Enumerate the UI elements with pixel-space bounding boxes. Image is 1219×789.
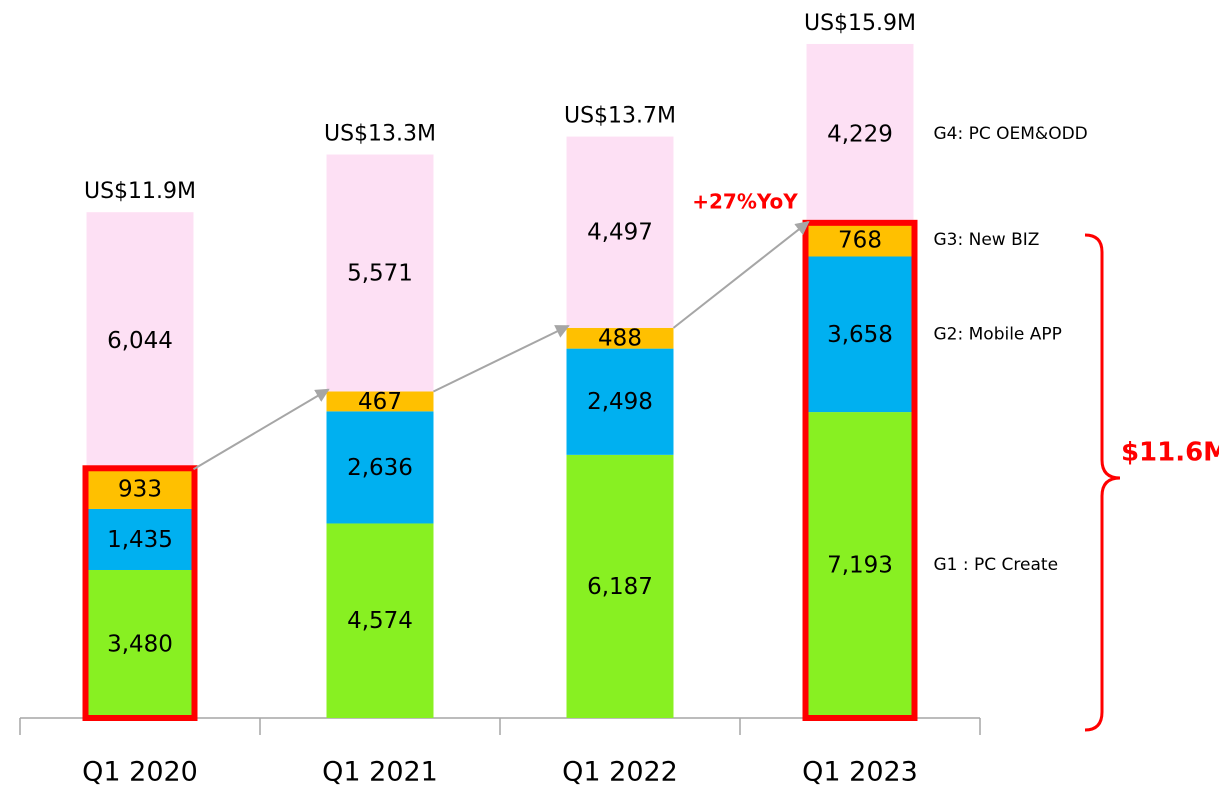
bar-segment: [326, 411, 434, 524]
bar-segment: [326, 391, 434, 412]
bar-segment: [806, 412, 914, 718]
data-label: 4,574: [347, 608, 413, 634]
bar-segment: [86, 569, 194, 718]
bar-segment: [86, 508, 194, 570]
x-tick-label: Q1 2022: [562, 757, 678, 788]
data-label: 4,229: [827, 121, 893, 147]
highlight-box: [802, 219, 918, 721]
data-label: 768: [838, 228, 882, 254]
trend-arrow: [433, 324, 570, 393]
total-label: US$13.3M: [324, 122, 436, 147]
bar-segment: [86, 469, 194, 509]
bar-segment: [806, 43, 914, 224]
data-label: 2,498: [587, 389, 653, 415]
bar-segment: [806, 256, 914, 413]
trend-arrow: [192, 388, 330, 471]
x-tick-label: Q1 2023: [802, 757, 918, 788]
brace: [1084, 233, 1121, 732]
legend-label: G1 : PC Create: [934, 555, 1059, 575]
bar-segment: [566, 327, 674, 349]
yoy-annotation: +27%YoY: [692, 190, 798, 214]
data-label: 3,480: [107, 631, 173, 657]
bar-segment: [86, 212, 194, 470]
legend-label: G3: New BIZ: [934, 230, 1040, 250]
sum-annotation: $11.6M: [1121, 438, 1219, 468]
data-label: 6,044: [107, 328, 173, 354]
bar-segment: [326, 523, 434, 718]
bar-segment: [566, 454, 674, 718]
highlight-box: [82, 465, 198, 721]
data-label: 467: [358, 389, 402, 415]
total-label: US$11.9M: [84, 179, 196, 204]
data-label: 6,187: [587, 574, 653, 600]
bar-segment: [566, 348, 674, 455]
data-label: 2,636: [347, 455, 413, 481]
total-label: US$13.7M: [564, 104, 676, 129]
data-label: 933: [118, 477, 162, 503]
data-label: 4,497: [587, 220, 653, 246]
data-label: 5,571: [347, 261, 413, 287]
legend-label: G4: PC OEM&ODD: [934, 124, 1088, 144]
x-tick-label: Q1 2021: [322, 757, 438, 788]
legend-label: G2: Mobile APP: [934, 324, 1062, 344]
total-label: US$15.9M: [804, 11, 916, 36]
bar-segment: [566, 136, 674, 328]
data-label: 7,193: [827, 553, 893, 579]
bar-segment: [326, 154, 434, 392]
data-label: 3,658: [827, 322, 893, 348]
x-tick-label: Q1 2020: [82, 757, 198, 788]
data-label: 488: [598, 326, 642, 352]
data-label: 1,435: [107, 527, 173, 553]
bar-segment: [806, 223, 914, 257]
trend-arrow: [672, 220, 810, 329]
